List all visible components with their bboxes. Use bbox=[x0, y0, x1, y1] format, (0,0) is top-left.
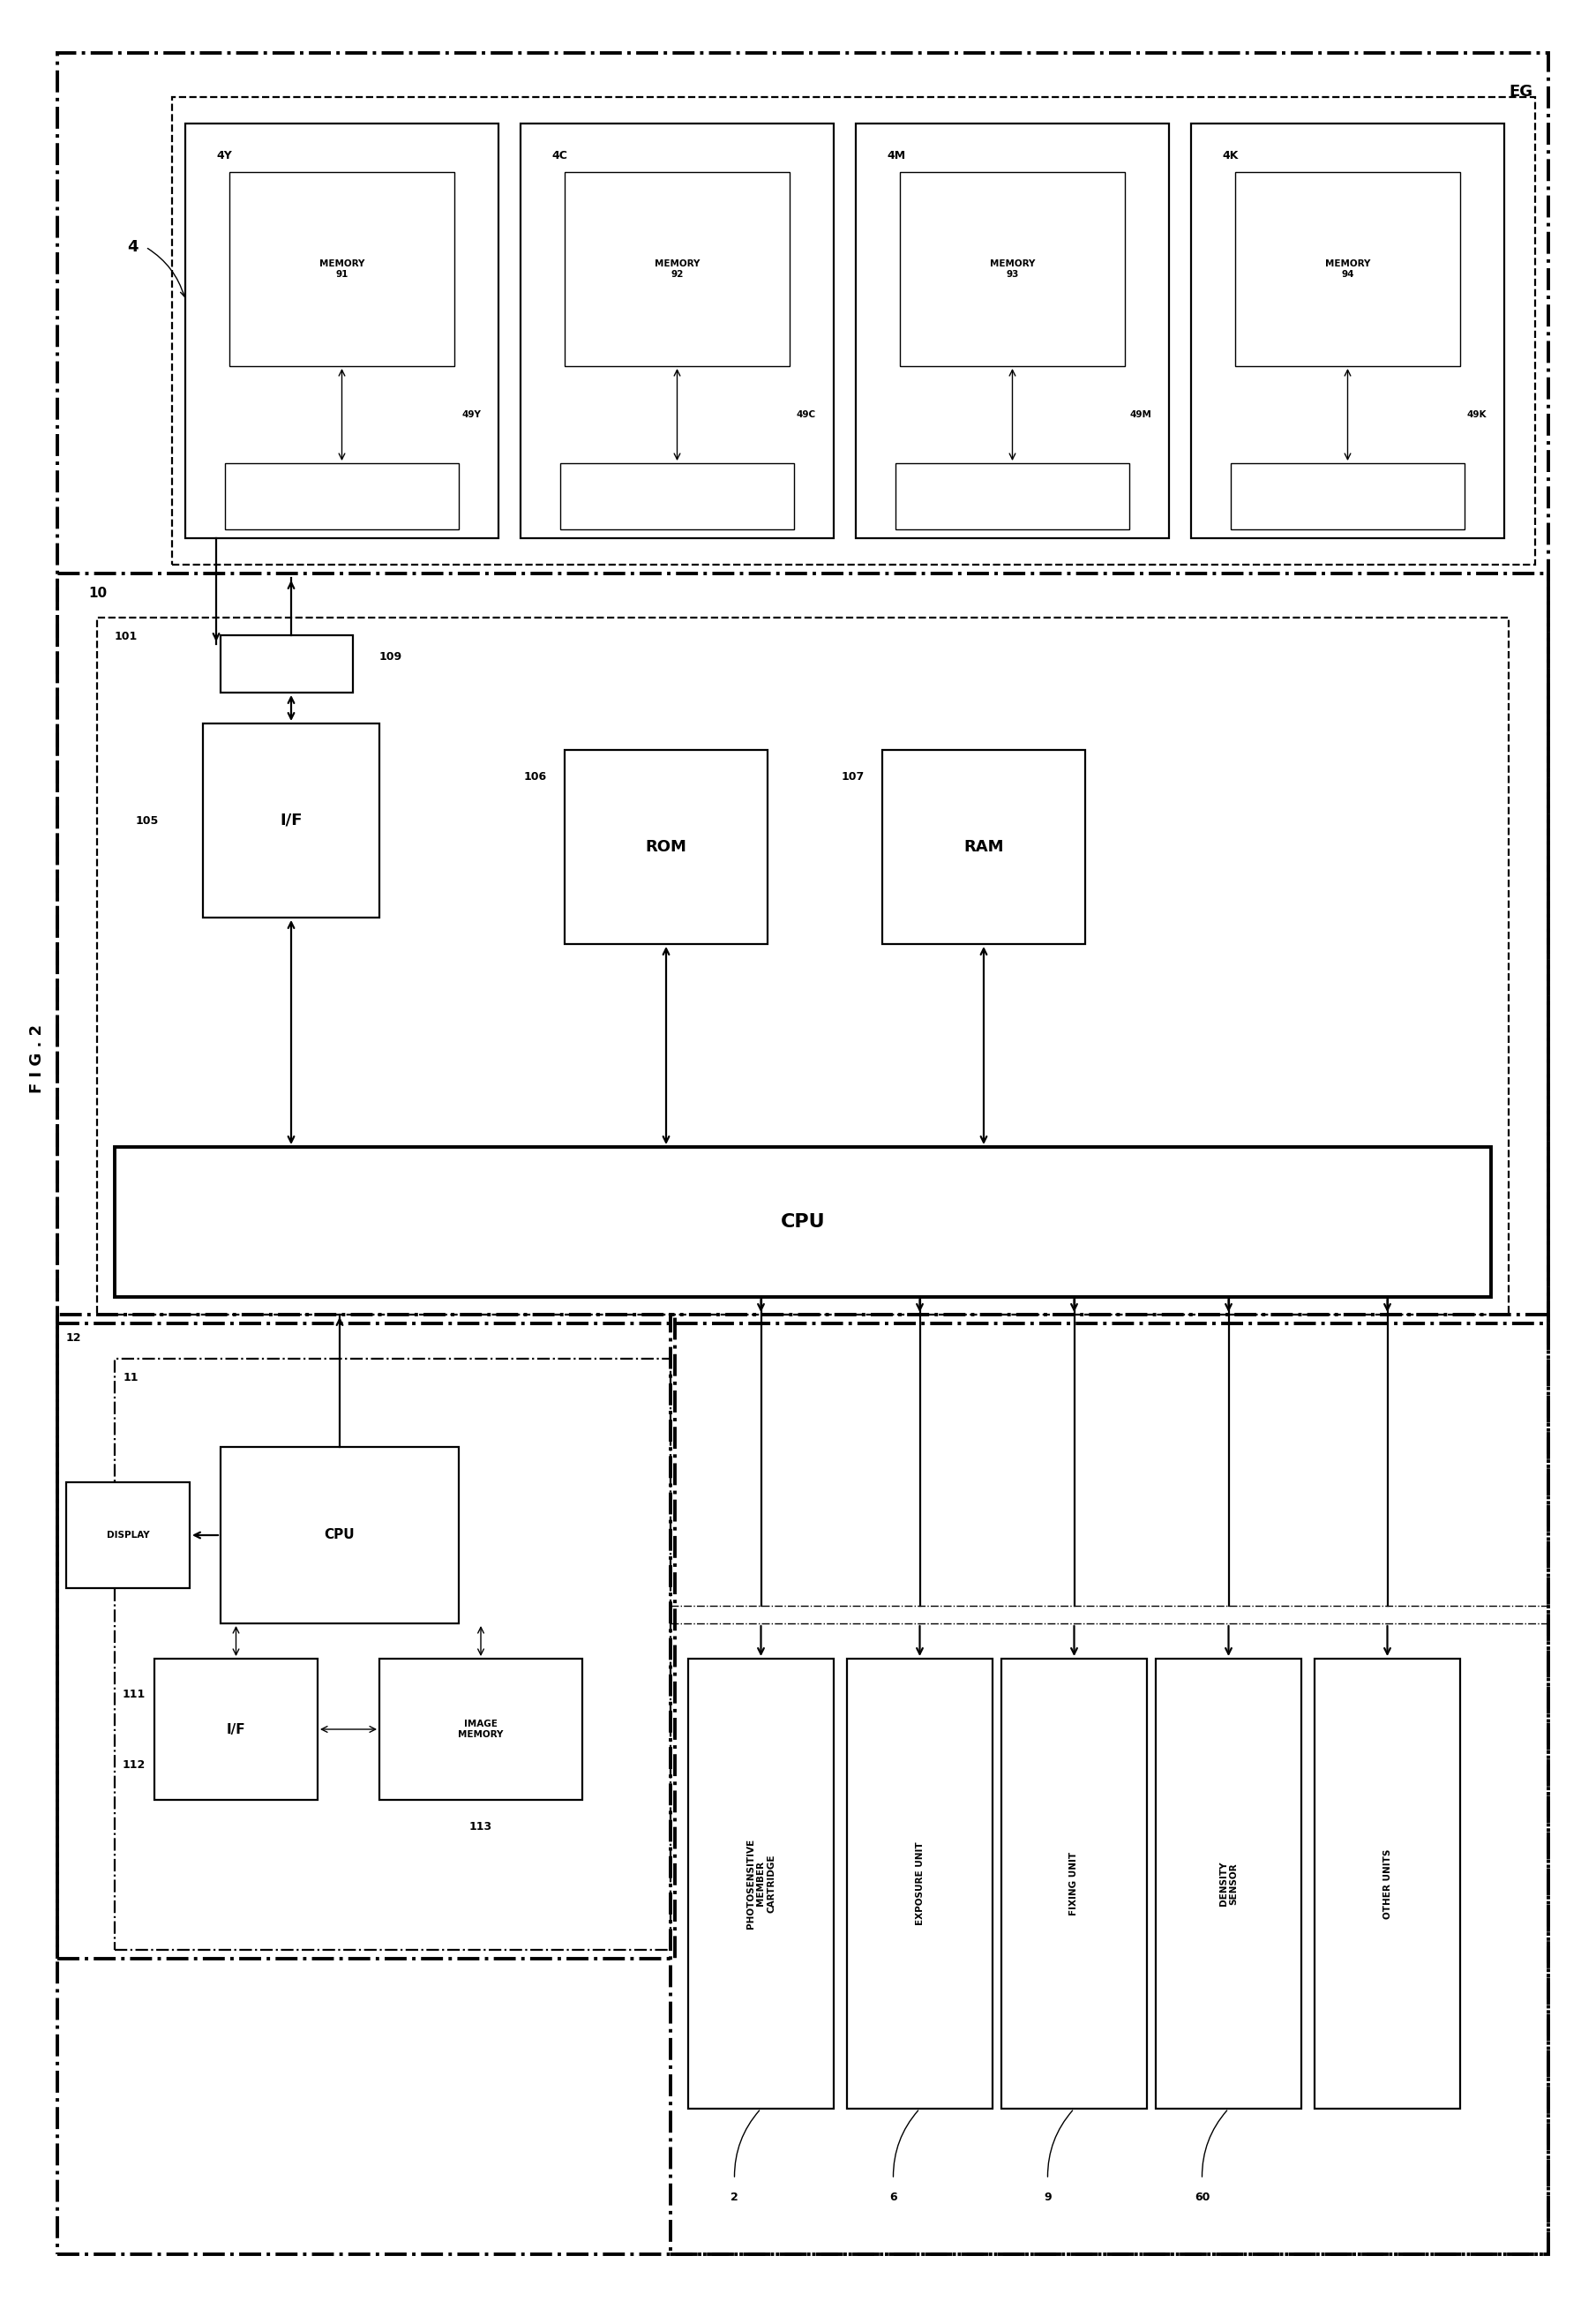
Text: 12: 12 bbox=[65, 1332, 81, 1343]
Text: I/F: I/F bbox=[227, 1723, 246, 1737]
Text: DISPLAY: DISPLAY bbox=[107, 1531, 150, 1540]
Text: 112: 112 bbox=[123, 1758, 145, 1769]
Text: EG: EG bbox=[1508, 83, 1532, 100]
Bar bbox=[1191, 123, 1505, 537]
Bar bbox=[847, 1658, 993, 2108]
Text: 109: 109 bbox=[380, 651, 402, 662]
Bar bbox=[1001, 1658, 1148, 2108]
Text: CPU: CPU bbox=[780, 1214, 825, 1230]
Text: EXPOSURE UNIT: EXPOSURE UNIT bbox=[916, 1841, 924, 1925]
Text: MEMORY
94: MEMORY 94 bbox=[1325, 259, 1371, 278]
Bar bbox=[565, 171, 790, 366]
Bar bbox=[155, 1658, 318, 1800]
Text: 111: 111 bbox=[123, 1688, 145, 1700]
Text: CPU: CPU bbox=[324, 1529, 354, 1542]
Text: MEMORY
91: MEMORY 91 bbox=[319, 259, 364, 278]
Text: 101: 101 bbox=[115, 630, 137, 642]
Text: 4Y: 4Y bbox=[215, 151, 231, 162]
Text: ROM: ROM bbox=[645, 838, 686, 855]
Text: 2: 2 bbox=[731, 2191, 739, 2203]
Bar bbox=[203, 723, 380, 917]
Bar bbox=[688, 1658, 833, 2108]
Text: F I G . 2: F I G . 2 bbox=[29, 1024, 45, 1093]
Text: 60: 60 bbox=[1194, 2191, 1210, 2203]
Bar bbox=[97, 618, 1508, 1315]
Bar bbox=[220, 1448, 458, 1624]
Text: 113: 113 bbox=[469, 1820, 492, 1832]
Text: IMAGE
MEMORY: IMAGE MEMORY bbox=[458, 1721, 503, 1739]
Bar bbox=[57, 1315, 675, 1959]
Text: MEMORY
93: MEMORY 93 bbox=[990, 259, 1036, 278]
Bar bbox=[172, 97, 1535, 565]
Bar bbox=[230, 171, 455, 366]
Bar bbox=[565, 750, 768, 945]
Bar bbox=[65, 1482, 190, 1589]
Bar bbox=[883, 750, 1085, 945]
Text: 105: 105 bbox=[136, 815, 160, 827]
Text: 9: 9 bbox=[1044, 2191, 1052, 2203]
Bar bbox=[1231, 463, 1465, 530]
Text: DENSITY
SENSOR: DENSITY SENSOR bbox=[1219, 1862, 1238, 1906]
Text: 4C: 4C bbox=[551, 151, 567, 162]
Bar bbox=[895, 463, 1130, 530]
Text: 11: 11 bbox=[123, 1371, 139, 1383]
Bar bbox=[560, 463, 795, 530]
Text: 107: 107 bbox=[841, 771, 865, 783]
Text: 6: 6 bbox=[889, 2191, 897, 2203]
Text: 4: 4 bbox=[126, 239, 137, 255]
Bar bbox=[220, 635, 353, 692]
Text: FIXING UNIT: FIXING UNIT bbox=[1069, 1853, 1079, 1915]
Bar bbox=[185, 123, 498, 537]
Text: 49Y: 49Y bbox=[461, 410, 480, 419]
Text: MEMORY
92: MEMORY 92 bbox=[654, 259, 699, 278]
Text: 49M: 49M bbox=[1130, 410, 1151, 419]
Text: 4K: 4K bbox=[1223, 151, 1238, 162]
Text: OTHER UNITS: OTHER UNITS bbox=[1384, 1848, 1392, 1918]
Text: RAM: RAM bbox=[964, 838, 1004, 855]
Bar bbox=[115, 1359, 670, 1950]
Text: 49C: 49C bbox=[796, 410, 816, 419]
Bar bbox=[1235, 171, 1460, 366]
Bar bbox=[1315, 1658, 1460, 2108]
Bar bbox=[115, 1146, 1491, 1297]
Bar bbox=[57, 574, 1548, 1322]
Text: PHOTOSENSITIVE
MEMBER
CARTRIDGE: PHOTOSENSITIVE MEMBER CARTRIDGE bbox=[747, 1839, 776, 1929]
Text: 106: 106 bbox=[523, 771, 547, 783]
Bar bbox=[855, 123, 1168, 537]
Text: 10: 10 bbox=[88, 586, 107, 600]
Text: I/F: I/F bbox=[279, 813, 302, 829]
Bar bbox=[670, 1315, 1548, 2253]
Bar bbox=[520, 123, 833, 537]
Bar bbox=[900, 171, 1125, 366]
Bar bbox=[225, 463, 458, 530]
Bar bbox=[1156, 1658, 1301, 2108]
Bar bbox=[380, 1658, 583, 1800]
Text: 49K: 49K bbox=[1467, 410, 1486, 419]
Text: 4M: 4M bbox=[887, 151, 905, 162]
